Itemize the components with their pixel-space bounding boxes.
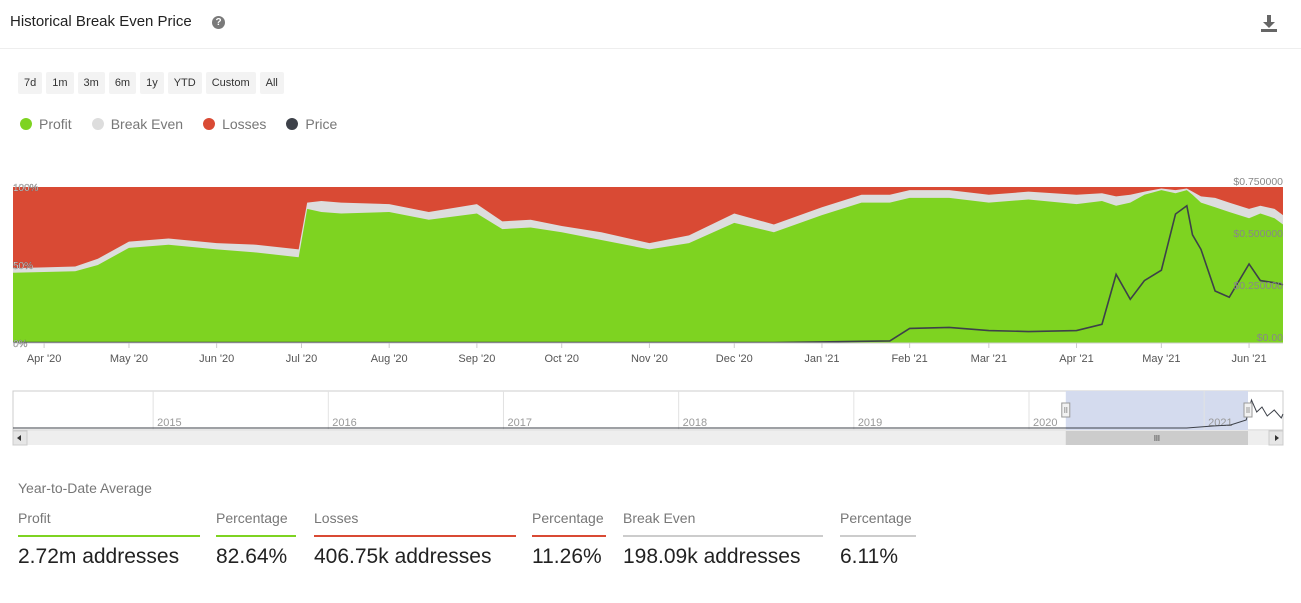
stat-label: Profit	[18, 510, 200, 537]
navigator-right-handle[interactable]	[1243, 402, 1253, 418]
chart-legend: Profit Break Even Losses Price	[20, 116, 337, 132]
legend-dot-icon	[91, 118, 104, 130]
stat-percentage-1: Percentage 82.64%	[216, 510, 296, 569]
legend-item-profit[interactable]: Profit	[20, 116, 72, 132]
y-right-tick-label: $0.250000	[1233, 280, 1283, 292]
x-tick-label: Jan '21	[804, 353, 839, 365]
legend-label: Profit	[39, 116, 72, 132]
stat-label: Percentage	[532, 510, 606, 537]
navigator-tick-label: 2019	[858, 417, 882, 429]
stat-label: Break Even	[623, 510, 823, 537]
scroll-left-icon	[17, 435, 21, 441]
stats-title: Year-to-Date Average	[18, 480, 152, 496]
range-button-all[interactable]: All	[259, 72, 284, 94]
legend-dot-icon	[203, 118, 216, 130]
navigator-tick-label: 2020	[1033, 417, 1057, 429]
stat-value: 198.09k addresses	[623, 545, 801, 568]
stat-value: 82.64%	[216, 545, 288, 568]
x-tick-label: May '21	[1142, 353, 1180, 365]
stat-percentage-3: Percentage 11.26%	[532, 510, 606, 569]
stat-percentage-5: Percentage 6.11%	[840, 510, 916, 569]
chart-navigator[interactable]: 2015 2016 2017 2018 2019 2020 2021	[0, 390, 1301, 448]
y-left-tick-label: 50%	[13, 261, 33, 272]
y-right-tick-label: $0.500000	[1233, 228, 1283, 240]
range-button-7d[interactable]: 7d	[18, 72, 43, 94]
chart-header: Historical Break Even Price ?	[0, 0, 1301, 49]
y-left-tick-label: 100%	[13, 183, 39, 194]
navigator-tick-label: 2018	[683, 417, 707, 429]
navigator-price-line	[13, 398, 1284, 429]
y-right-tick-label: $0.00	[1257, 332, 1283, 344]
range-button-6m[interactable]: 6m	[108, 72, 137, 94]
stat-value: 6.11%	[840, 545, 898, 568]
stat-label: Losses	[314, 510, 516, 537]
question-circle-icon[interactable]: ?	[212, 16, 225, 29]
x-tick-label: Jun '21	[1231, 353, 1266, 365]
stat-losses-2: Losses 406.75k addresses	[314, 510, 516, 569]
ytd-stats: Year-to-Date Average Profit 2.72m address…	[18, 480, 916, 568]
x-tick-label: Jun '20	[199, 353, 234, 365]
x-tick-label: Apr '21	[1059, 353, 1094, 365]
navigator-selection	[1065, 391, 1248, 430]
range-button-custom[interactable]: Custom	[205, 72, 256, 94]
navigator-tick-label: 2021	[1208, 417, 1232, 429]
x-tick-label: Mar '21	[971, 353, 1007, 365]
x-tick-label: Jul '20	[286, 353, 317, 365]
range-button-1m[interactable]: 1m	[46, 72, 74, 94]
legend-item-losses[interactable]: Losses	[203, 116, 266, 132]
range-button-ytd[interactable]: YTD	[167, 72, 202, 94]
profit-area	[13, 190, 1283, 343]
stat-label: Percentage	[840, 510, 916, 537]
navigator-scrollbar-track[interactable]	[13, 431, 1283, 445]
download-icon[interactable]	[1260, 14, 1278, 32]
page-title: Historical Break Even Price	[10, 13, 192, 30]
x-tick-label: Dec '20	[716, 353, 753, 365]
navigator-left-handle[interactable]	[1061, 402, 1071, 418]
legend-dot-icon	[20, 118, 32, 130]
legend-label: Break Even	[110, 116, 184, 132]
x-tick-label: Sep '20	[458, 353, 495, 365]
break-even-chart: 0% 50% 100% $0.00 $0.250000 $0.500000 $0.75000…	[13, 176, 1284, 365]
legend-label: Price	[305, 116, 338, 132]
stat-break-even-4: Break Even 198.09k addresses	[623, 510, 823, 569]
x-tick-label: Oct '20	[544, 353, 579, 365]
stat-value: 11.26%	[532, 545, 602, 568]
stat-profit-0: Profit 2.72m addresses	[18, 510, 200, 569]
x-tick-label: May '20	[110, 353, 148, 365]
stat-value: 406.75k addresses	[314, 545, 492, 568]
legend-item-price[interactable]: Price	[286, 116, 337, 132]
y-right-tick-label: $0.750000	[1233, 176, 1283, 188]
x-tick-label: Apr '20	[27, 353, 62, 365]
stat-label: Percentage	[216, 510, 296, 537]
stat-value: 2.72m addresses	[18, 545, 180, 568]
x-tick-label: Nov '20	[631, 353, 668, 365]
navigator-tick-label: 2015	[157, 417, 181, 429]
x-tick-label: Aug '20	[371, 353, 408, 365]
x-tick-label: Feb '21	[891, 353, 927, 365]
time-range-selector: 7d 1m 3m 6m 1y YTD Custom All	[18, 72, 284, 94]
y-left-tick-label: 0%	[13, 339, 28, 350]
navigator-tick-label: 2017	[507, 417, 531, 429]
legend-label: Losses	[222, 116, 267, 132]
scroll-right-icon	[1275, 435, 1279, 441]
range-button-1y[interactable]: 1y	[140, 72, 164, 94]
legend-item-break-even[interactable]: Break Even	[91, 116, 184, 132]
legend-dot-icon	[286, 118, 299, 130]
range-button-3m[interactable]: 3m	[77, 72, 105, 94]
navigator-tick-label: 2016	[332, 417, 356, 429]
